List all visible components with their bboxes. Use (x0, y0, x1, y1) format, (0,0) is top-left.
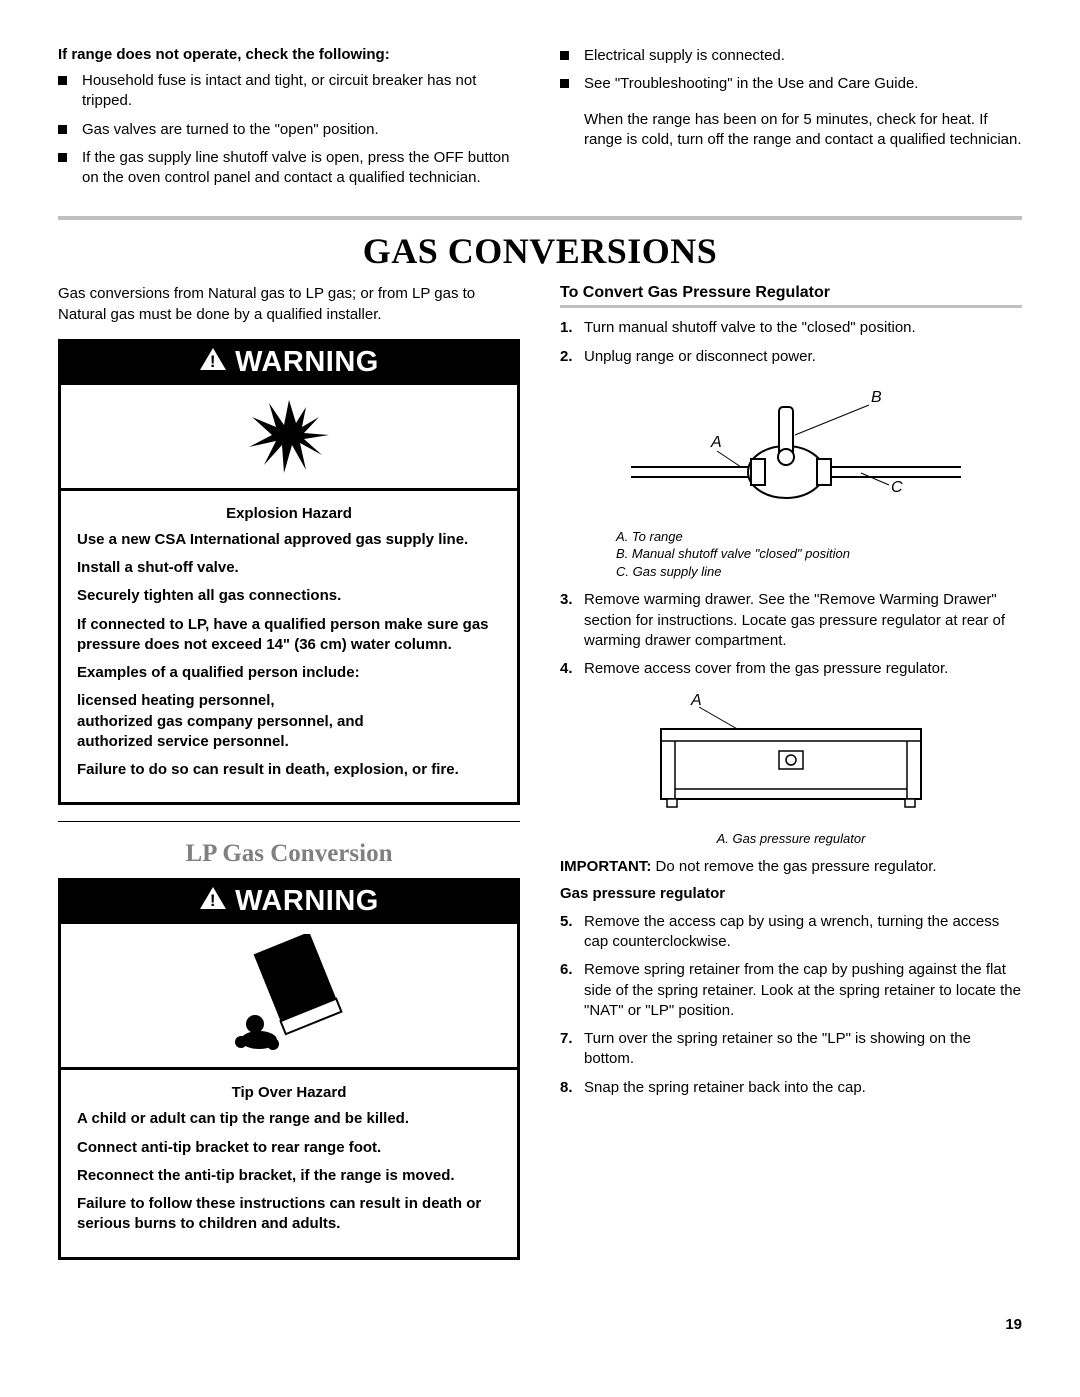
figure2-caption: A. Gas pressure regulator (560, 830, 1022, 848)
warning-line: Connect anti-tip bracket to rear range f… (77, 1138, 501, 1158)
section-heading: To Convert Gas Pressure Regulator (560, 284, 1022, 308)
warning-triangle-icon: ! (199, 346, 227, 379)
caption-line: C. Gas supply line (616, 563, 1022, 581)
caption-line: A. To range (616, 528, 1022, 546)
list-item: Household fuse is intact and tight, or c… (58, 71, 520, 112)
troubleshoot-heading: If range does not operate, check the fol… (58, 46, 520, 63)
page-number: 19 (58, 1316, 1022, 1333)
warning-line: Examples of a qualified person include: (77, 663, 501, 683)
warning-line: Securely tighten all gas connections. (77, 586, 501, 606)
troubleshoot-left: If range does not operate, check the fol… (58, 46, 520, 198)
fig-label-c: C (891, 479, 903, 496)
warning-line: Install a shut-off valve. (77, 558, 501, 578)
warning-title: Explosion Hazard (77, 505, 501, 522)
step-item: Remove the access cap by using a wrench,… (560, 912, 1022, 953)
warning-line: licensed heating personnel, authorized g… (77, 691, 501, 752)
svg-text:!: ! (210, 891, 216, 910)
troubleshoot-left-list: Household fuse is intact and tight, or c… (58, 71, 520, 188)
step-item: Remove access cover from the gas pressur… (560, 659, 1022, 679)
warning-line: Failure to follow these instructions can… (77, 1194, 501, 1235)
caption-line: B. Manual shutoff valve "closed" positio… (616, 545, 1022, 563)
warning-line: Reconnect the anti-tip bracket, if the r… (77, 1166, 501, 1186)
fig-label-a: A (710, 434, 722, 451)
page: If range does not operate, check the fol… (0, 0, 1080, 1383)
warning-label: WARNING (235, 885, 379, 918)
right-column: To Convert Gas Pressure Regulator Turn m… (560, 284, 1022, 1275)
figure1-caption: A. To range B. Manual shutoff valve "clo… (616, 528, 1022, 581)
fig-label-a: A (690, 692, 702, 709)
steps-list-3: Remove the access cap by using a wrench,… (560, 912, 1022, 1098)
explosion-icon (61, 385, 517, 491)
warning-label: WARNING (235, 346, 379, 379)
thin-divider (58, 821, 520, 822)
step-item: Remove spring retainer from the cap by p… (560, 960, 1022, 1021)
step-item: Turn over the spring retainer so the "LP… (560, 1029, 1022, 1070)
steps-list-1: Turn manual shutoff valve to the "closed… (560, 318, 1022, 367)
step-item: Remove warming drawer. See the "Remove W… (560, 590, 1022, 651)
left-column: Gas conversions from Natural gas to LP g… (58, 284, 520, 1275)
list-item: Electrical supply is connected. (560, 46, 1022, 66)
warning-triangle-icon: ! (199, 885, 227, 918)
list-item: If the gas supply line shutoff valve is … (58, 148, 520, 189)
warning-line: A child or adult can tip the range and b… (77, 1109, 501, 1129)
warning-header: ! WARNING (61, 881, 517, 924)
steps-list-2: Remove warming drawer. See the "Remove W… (560, 590, 1022, 679)
troubleshoot-para: When the range has been on for 5 minutes… (584, 110, 1022, 151)
troubleshoot-section: If range does not operate, check the fol… (58, 46, 1022, 198)
warning-header: ! WARNING (61, 342, 517, 385)
lp-conversion-title: LP Gas Conversion (58, 840, 520, 868)
important-text: Do not remove the gas pressure regulator… (651, 858, 936, 875)
warning-line: If connected to LP, have a qualified per… (77, 615, 501, 656)
list-item: See "Troubleshooting" in the Use and Car… (560, 74, 1022, 94)
warning-explosion: ! WARNING Explosion Hazard Use a new CSA… (58, 339, 520, 806)
step-item: Turn manual shutoff valve to the "closed… (560, 318, 1022, 338)
tipover-icon (61, 924, 517, 1070)
important-label: IMPORTANT: (560, 858, 651, 875)
subheading: Gas pressure regulator (560, 885, 1022, 902)
warning-line: Use a new CSA International approved gas… (77, 530, 501, 550)
main-title: GAS CONVERSIONS (58, 230, 1022, 272)
fig-label-b: B (871, 389, 882, 406)
step-item: Unplug range or disconnect power. (560, 347, 1022, 367)
warning-title: Tip Over Hazard (77, 1084, 501, 1101)
troubleshoot-right: Electrical supply is connected. See "Tro… (560, 46, 1022, 198)
warning-tipover: ! WARNING (58, 878, 520, 1259)
figure-regulator: A (560, 689, 1022, 824)
intro-text: Gas conversions from Natural gas to LP g… (58, 284, 520, 325)
divider (58, 216, 1022, 220)
warning-body: Explosion Hazard Use a new CSA Internati… (61, 491, 517, 803)
list-item: Gas valves are turned to the "open" posi… (58, 120, 520, 140)
important-note: IMPORTANT: Do not remove the gas pressur… (560, 858, 1022, 875)
step-item: Snap the spring retainer back into the c… (560, 1078, 1022, 1098)
gas-conversions-body: Gas conversions from Natural gas to LP g… (58, 284, 1022, 1275)
troubleshoot-right-list: Electrical supply is connected. See "Tro… (560, 46, 1022, 95)
svg-text:!: ! (210, 352, 216, 371)
warning-body: Tip Over Hazard A child or adult can tip… (61, 1070, 517, 1256)
figure-shutoff-valve: A B C (560, 377, 1022, 522)
warning-line: Failure to do so can result in death, ex… (77, 760, 501, 780)
